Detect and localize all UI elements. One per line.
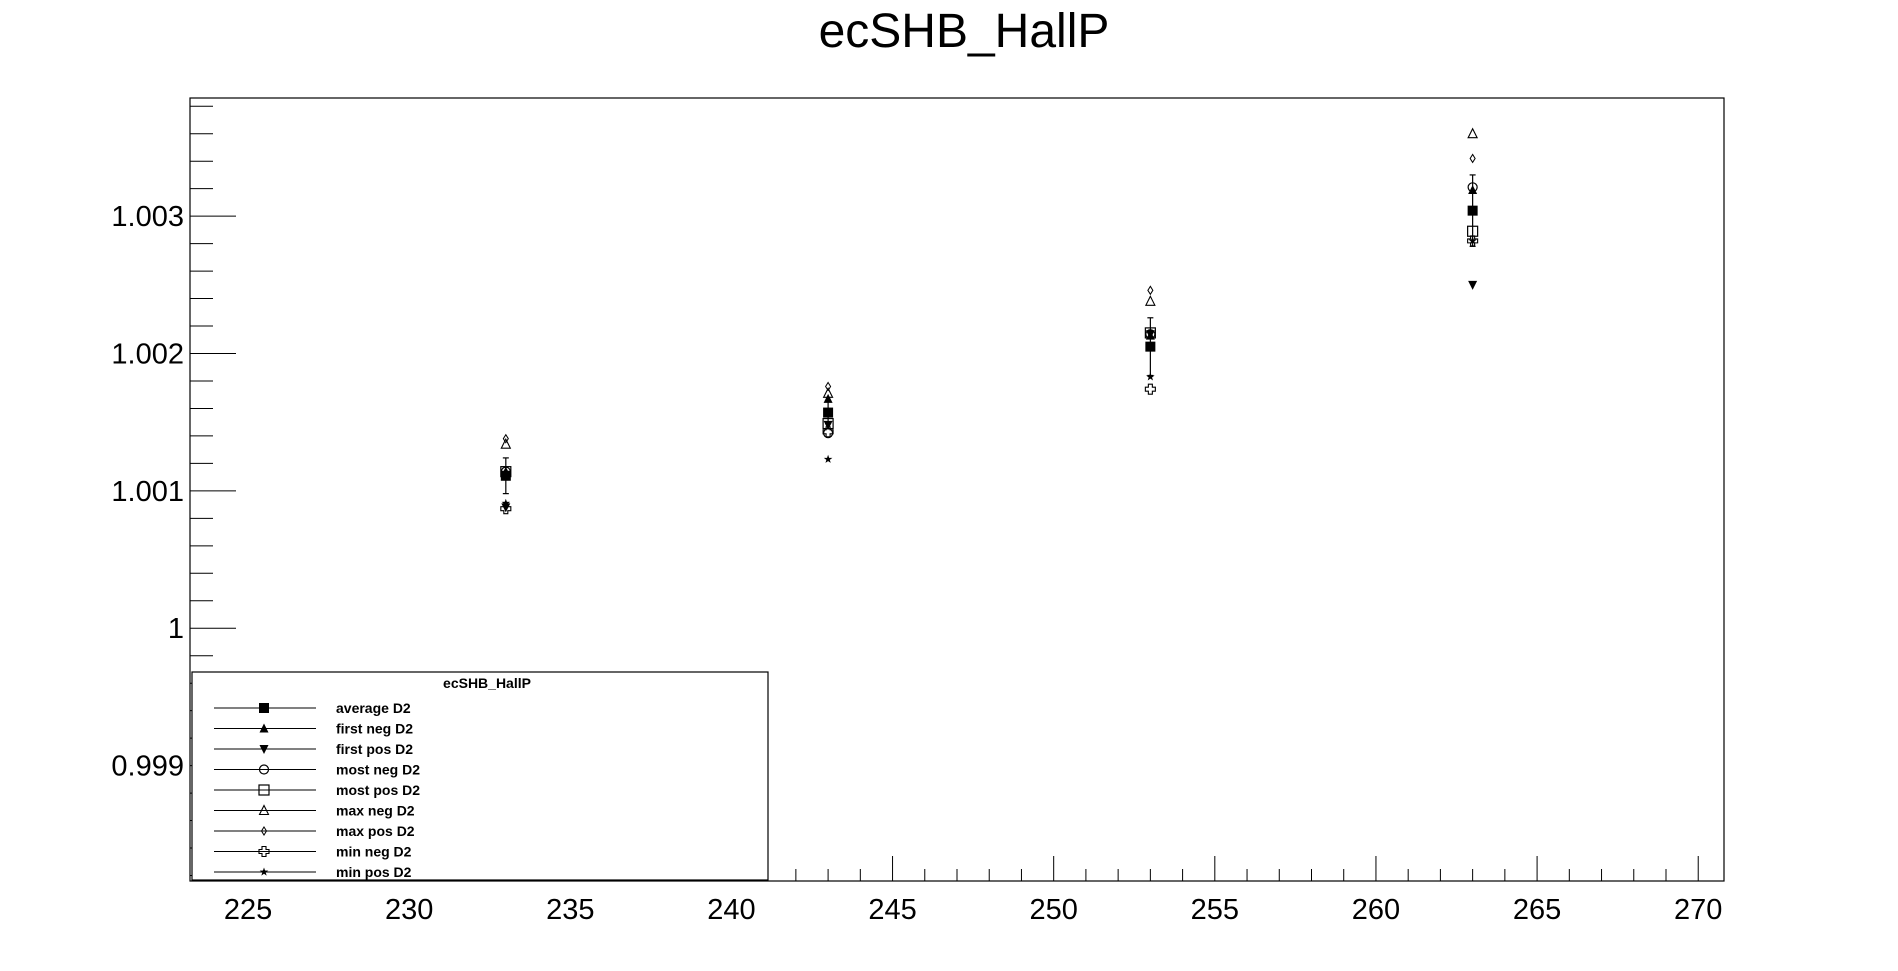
data-point [1467, 127, 1479, 139]
y-axis: 0.999 1 1.001 1.002 1.003 [111, 105, 236, 877]
y-tick-label: 1.003 [111, 201, 184, 233]
y-tick-label: 1.002 [111, 339, 184, 371]
data-point [1468, 280, 1478, 290]
data-point [822, 426, 834, 438]
x-tick-label: 260 [1352, 894, 1400, 926]
data-point [1144, 327, 1156, 339]
legend-entries: average D2 first neg D2 first pos D2 most n… [214, 700, 420, 880]
x-axis: 225 230 235 240 245 250 255 260 265 270 [215, 856, 1722, 926]
legend-label: average D2 [336, 700, 411, 716]
legend-marker [259, 723, 269, 733]
data-point [1467, 235, 1479, 247]
legend-label: most neg D2 [336, 762, 420, 778]
data-point [1467, 205, 1478, 216]
x-tick-label: 270 [1674, 894, 1722, 926]
data-point [500, 437, 512, 449]
legend-marker [259, 867, 269, 876]
series-max-pos-d2 [502, 153, 1476, 444]
data-point [501, 498, 511, 507]
legend-label: max neg D2 [336, 803, 415, 819]
data-point [500, 503, 512, 515]
data-point [823, 407, 834, 418]
data-point [501, 466, 511, 476]
x-tick-label: 235 [546, 894, 594, 926]
data-point [822, 417, 834, 430]
legend-title: ecSHB_HallP [443, 675, 531, 691]
x-tick-label: 240 [707, 894, 755, 926]
series-min-pos-d2 [501, 236, 1477, 507]
x-tick-label: 265 [1513, 894, 1561, 926]
x-tick-label: 250 [1029, 894, 1077, 926]
x-tick-label: 225 [224, 894, 272, 926]
data-point [822, 387, 834, 398]
series-most-pos-d2 [500, 225, 1479, 478]
data-point [823, 454, 833, 463]
x-tick-label: 245 [868, 894, 916, 926]
legend-label: most pos D2 [336, 782, 420, 798]
data-point [1467, 182, 1478, 193]
series-min-neg-d2 [500, 235, 1479, 515]
y-tick-label: 0.999 [111, 751, 184, 783]
legend: ecSHB_HallP average D2 first neg D2 first … [191, 671, 769, 881]
data-point [1145, 330, 1155, 340]
data-point [1468, 236, 1477, 245]
data-point [1144, 295, 1156, 306]
legend-marker [259, 745, 269, 754]
legend-marker [258, 764, 270, 775]
series-layer [500, 127, 1479, 515]
data-point [1146, 372, 1155, 381]
data-point [1145, 341, 1156, 352]
series-max-neg-d2 [500, 127, 1479, 449]
x-tick-label: 255 [1191, 894, 1239, 926]
legend-label: min pos D2 [336, 864, 412, 880]
legend-box [191, 671, 769, 881]
data-point [1147, 285, 1154, 296]
legend-label: min neg D2 [336, 844, 412, 860]
legend-label: first pos D2 [336, 741, 413, 757]
legend-label: first neg D2 [336, 721, 413, 737]
legend-marker [258, 804, 270, 816]
legend-marker [259, 703, 269, 713]
data-point [823, 420, 833, 430]
y-tick-label: 1 [168, 613, 184, 645]
x-tick-label: 230 [385, 894, 433, 926]
chart-title: ecSHB_HallP [819, 5, 1110, 58]
data-point [502, 433, 509, 444]
data-point [500, 466, 512, 478]
data-point [823, 393, 833, 403]
y-tick-label: 1.001 [111, 476, 184, 508]
data-point [825, 381, 832, 392]
data-point [1469, 153, 1476, 164]
legend-marker [258, 784, 270, 796]
legend-label: max pos D2 [336, 823, 415, 839]
legend-marker [260, 826, 268, 836]
legend-marker [258, 845, 270, 858]
data-point [1144, 383, 1156, 395]
